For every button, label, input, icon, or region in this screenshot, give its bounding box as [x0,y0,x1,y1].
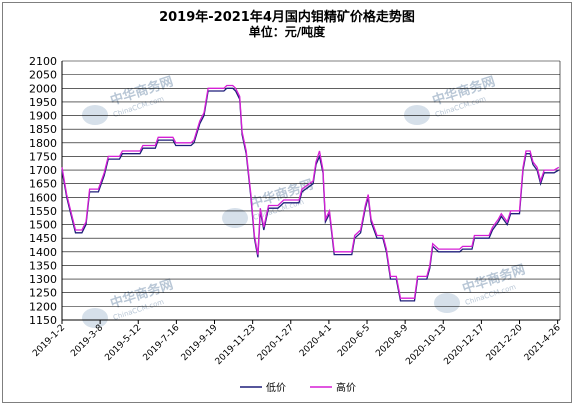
y-tick-label: 1300 [29,273,57,286]
chart-title: 2019年-2021年4月国内钼精矿价格走势图 [159,10,415,25]
watermark-globe-icon [434,293,460,313]
y-tick-label: 1350 [29,259,57,272]
y-tick-label: 2050 [29,69,57,82]
x-tick-label: 2019-7-16 [141,323,181,363]
x-tick-labels: 2019-1-2 2019-3-82019-5-122019-7-162019-9… [31,320,563,367]
y-tick-label: 1150 [29,314,57,327]
legend-label-low: 低价 [266,381,286,394]
watermark-globe-icon [404,105,430,125]
y-tick-label: 2100 [29,55,57,68]
y-tick-label: 1850 [29,123,57,136]
series-lines [61,84,560,302]
y-tick-label: 1500 [29,219,57,232]
x-tick-label: 2020-12-17 [442,323,486,367]
y-tick-label: 1250 [29,287,57,300]
watermark-globe-icon [82,308,108,328]
y-tick-label: 1750 [29,150,57,163]
x-tick-label: 2019-3-8 [69,323,105,359]
legend: 低价 高价 [240,381,356,394]
watermark-globe-icon [222,208,248,228]
x-tick-label: 2019-1-2 [31,323,67,359]
x-tick-label: 2020-6-5 [336,323,372,359]
series-line-low [61,87,560,302]
y-tick-label: 1400 [29,246,57,259]
y-tick-label: 1800 [29,137,57,150]
axes [61,61,561,321]
y-tick-label: 1450 [29,232,57,245]
watermark-globe-icon [82,105,108,125]
y-tick-label: 2000 [29,82,57,95]
x-tick-label: 2019-9-19 [180,323,220,363]
x-tick-label: 2020-4-1 [298,323,334,359]
y-tick-label: 1900 [29,110,57,123]
series-line-high [61,84,560,299]
x-tick-label: 2020-1-27 [256,323,296,363]
y-tick-label: 1950 [29,96,57,109]
x-tick-label: 2021-2-20 [485,323,525,363]
y-tick-label: 1650 [29,178,57,191]
x-tick-label: 2019-5-12 [103,323,143,363]
y-tick-labels: 1150120012501300135014001450150015501600… [29,55,57,327]
legend-label-high: 高价 [336,381,356,394]
x-tick-label: 2019-11-23 [214,323,258,367]
y-tick-label: 1600 [29,191,57,204]
y-tick-label: 1200 [29,300,57,313]
x-tick-label: 2021-4-26 [523,323,563,363]
x-tick-label: 2020-8-9 [374,323,410,359]
chart-subtitle: 单位：元/吨度 [248,25,326,39]
y-tick-label: 1700 [29,164,57,177]
y-tick-label: 1550 [29,205,57,218]
